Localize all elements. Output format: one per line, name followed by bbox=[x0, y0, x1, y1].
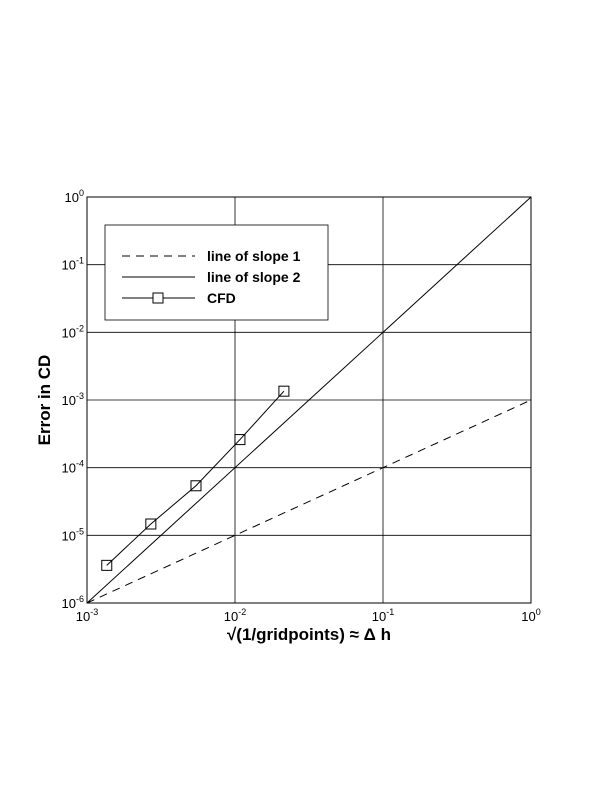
tick-label: 10-3 bbox=[76, 607, 98, 624]
x-axis-label: √(1/gridpoints) ≈ Δ h bbox=[227, 625, 391, 644]
tick-label: 10-5 bbox=[62, 526, 84, 543]
data-point bbox=[278, 385, 290, 397]
tick-label: 10-4 bbox=[62, 459, 84, 476]
y-axis-label: Error in CD bbox=[35, 355, 54, 446]
legend-label: line of slope 2 bbox=[207, 269, 301, 285]
tick-label: 100 bbox=[65, 188, 84, 205]
data-point bbox=[234, 434, 246, 446]
plot-frame bbox=[86, 196, 532, 604]
data-point bbox=[190, 480, 202, 492]
legend-label: line of slope 1 bbox=[207, 248, 301, 264]
tick-label: 10-6 bbox=[62, 594, 84, 611]
legend-box bbox=[104, 224, 329, 321]
series-line bbox=[106, 390, 285, 566]
tick-label: 10-2 bbox=[62, 323, 84, 340]
legend-marker bbox=[152, 292, 164, 304]
tick-label: 10-2 bbox=[224, 607, 246, 624]
legend-label: CFD bbox=[207, 290, 236, 306]
data-point bbox=[145, 518, 157, 530]
tick-label: 100 bbox=[521, 607, 540, 624]
series-line bbox=[86, 196, 532, 604]
tick-label: 10-1 bbox=[62, 256, 84, 273]
tick-label: 10-1 bbox=[372, 607, 394, 624]
data-point bbox=[101, 559, 113, 571]
tick-label: 10-3 bbox=[62, 391, 84, 408]
series-line bbox=[86, 399, 532, 604]
